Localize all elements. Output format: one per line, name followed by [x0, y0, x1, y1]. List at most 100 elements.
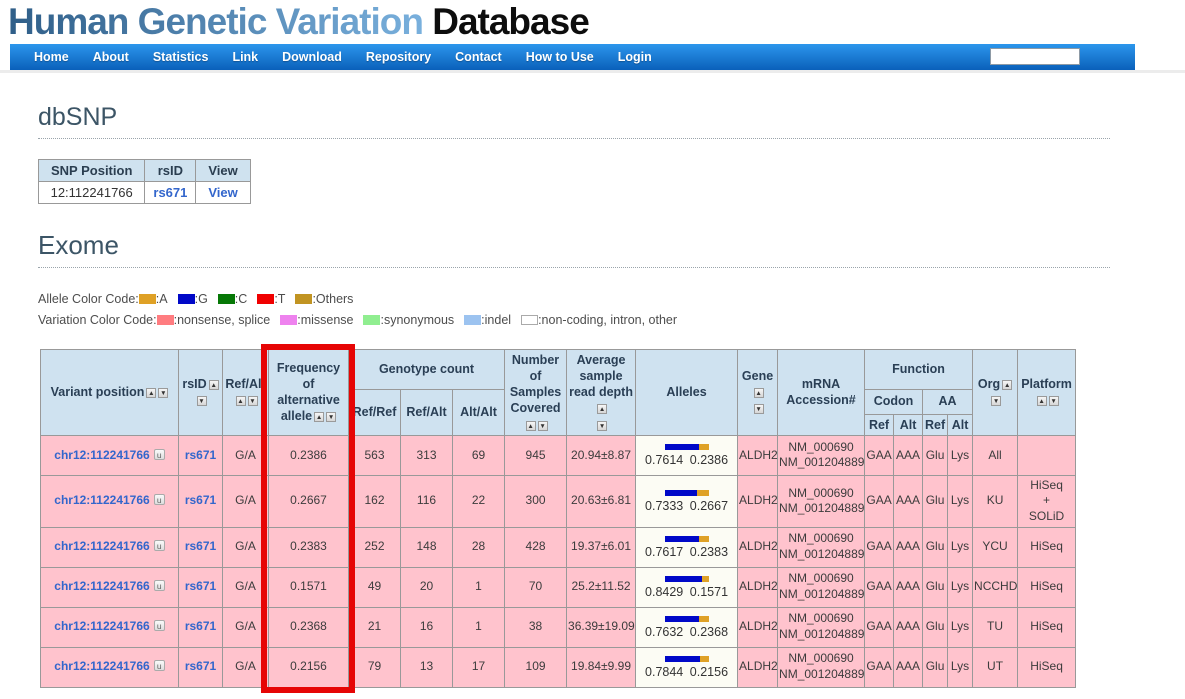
allele-frequency-bar [640, 490, 733, 497]
allele-frequency-bar [640, 575, 733, 582]
codon-alt-cell: AAA [893, 474, 924, 528]
nav-item-contact[interactable]: Contact [455, 49, 502, 64]
dbsnp-col-view: View [195, 158, 251, 182]
aa-alt-cell: Lys [947, 474, 974, 528]
alt-allele-bar-segment [698, 444, 709, 451]
dbsnp-col-position: SNP Position [37, 158, 146, 182]
sort-desc-icon[interactable]: ▼ [326, 412, 337, 423]
ref-alt-cell: G/A [222, 474, 269, 528]
org-cell: KU [972, 474, 1019, 528]
sort-desc-icon[interactable]: ▼ [196, 396, 207, 407]
nav-item-how-to-use[interactable]: How to Use [525, 49, 594, 64]
rsid-link[interactable]: rs671 [184, 493, 217, 508]
rsid-link[interactable]: rs671 [184, 447, 217, 462]
rsid-link[interactable]: rs671 [153, 184, 188, 200]
legend-item-others: Others [295, 292, 353, 306]
sort-asc-icon[interactable]: ▲ [1036, 396, 1047, 407]
org-cell: NCCHD [972, 566, 1019, 608]
variant-position-link[interactable]: chr12:112241766 [54, 579, 150, 594]
frequency-cell: 0.2667 [268, 474, 349, 528]
rsid-cell: rs671 [178, 646, 223, 688]
read-depth-cell: 20.94±8.87 [566, 434, 637, 476]
nav-item-statistics[interactable]: Statistics [152, 49, 209, 64]
sort-asc-icon[interactable]: ▲ [753, 388, 764, 399]
table-row: chr12:112241766 u rs671 G/A 0.2383 252 148 28 42… [40, 526, 1077, 568]
alleles-cell: 0.8429 0.1571 [635, 566, 739, 608]
sort-asc-icon[interactable]: ▲ [314, 412, 325, 423]
variant-position-cell: chr12:112241766 u [40, 646, 179, 688]
sort-asc-icon[interactable]: ▲ [1002, 379, 1013, 390]
snp-position-value: 12:112241766 [37, 180, 146, 204]
genotype-refalt-cell: 116 [400, 474, 453, 528]
legend-item-nonsense-splice: nonsense, splice [156, 313, 270, 327]
sort-asc-icon[interactable]: ▲ [597, 404, 608, 415]
sort-asc-icon[interactable]: ▲ [235, 396, 246, 407]
nav-divider [0, 69, 1185, 73]
sort-desc-icon[interactable]: ▼ [597, 420, 608, 431]
nonsense-splice-swatch-icon [156, 314, 174, 325]
rsid-cell: rs671 [178, 526, 223, 568]
col-rsid: rsID ▲ ▼ [178, 348, 223, 436]
genotype-refalt-cell: 13 [400, 646, 453, 688]
popup-icon[interactable]: u [153, 494, 165, 506]
nav-item-download[interactable]: Download [282, 49, 342, 64]
view-link[interactable]: View [208, 184, 238, 200]
sort-asc-icon[interactable]: ▲ [146, 388, 157, 399]
read-depth-cell: 19.37±6.01 [566, 526, 637, 568]
nav-item-repository[interactable]: Repository [365, 49, 432, 64]
col-function: Function [864, 348, 974, 390]
platform-line: HiSeq [1030, 477, 1063, 492]
popup-icon[interactable]: u [153, 540, 165, 552]
sort-desc-icon[interactable]: ▼ [991, 396, 1002, 407]
nav-item-link[interactable]: Link [232, 49, 259, 64]
mrna-accession-cell: NM_000690 NM_001204889 [777, 646, 866, 688]
genotype-altalt-cell: 22 [451, 474, 506, 528]
variant-position-link[interactable]: chr12:112241766 [54, 539, 150, 554]
variant-position-link[interactable]: chr12:112241766 [54, 659, 150, 674]
popup-icon[interactable]: u [153, 580, 165, 592]
col-aa: AA [922, 388, 974, 415]
aa-ref-cell: Glu [922, 646, 949, 688]
others-swatch-icon [295, 293, 313, 304]
legend-item-t: T [257, 292, 285, 306]
popup-icon[interactable]: u [153, 448, 165, 460]
variant-position-link[interactable]: chr12:112241766 [54, 493, 150, 508]
platform-cell [1017, 434, 1077, 476]
nav-item-about[interactable]: About [92, 49, 129, 64]
genotype-refref-cell: 49 [348, 566, 401, 608]
main-navbar: Home About Statistics Link Download Repositor… [10, 43, 1135, 70]
rsid-link[interactable]: rs671 [184, 619, 217, 634]
table-row: chr12:112241766 u rs671 G/A 0.1571 49 20 1 70 25.… [40, 566, 1077, 608]
variant-position-link[interactable]: chr12:112241766 [54, 447, 150, 462]
variant-position-cell: chr12:112241766 u [40, 606, 179, 648]
popup-icon[interactable]: u [153, 620, 165, 632]
rsid-link[interactable]: rs671 [184, 659, 217, 674]
allele-frequencies: 0.7614 0.2386 [640, 452, 733, 468]
ref-allele-frequency: 0.7632 [645, 624, 684, 639]
sort-desc-icon[interactable]: ▼ [1048, 396, 1059, 407]
nav-item-login[interactable]: Login [617, 49, 652, 64]
rsid-link[interactable]: rs671 [184, 539, 217, 554]
platform-line: HiSeq [1030, 659, 1063, 674]
rsid-link[interactable]: rs671 [184, 579, 217, 594]
col-frequency: Frequency of alternative allele ▲ ▼ [268, 348, 349, 436]
codon-alt-cell: AAA [893, 606, 924, 648]
sort-asc-icon[interactable]: ▲ [525, 420, 536, 431]
sort-desc-icon[interactable]: ▼ [247, 396, 258, 407]
nav-item-home[interactable]: Home [34, 49, 69, 64]
sort-asc-icon[interactable]: ▲ [208, 379, 219, 390]
legend-item-a: A [138, 292, 168, 306]
mrna-accession-line: NM_000690 [788, 485, 854, 500]
synonymous-swatch-icon [363, 314, 381, 325]
sort-desc-icon[interactable]: ▼ [753, 404, 764, 415]
c-swatch-icon [217, 293, 235, 304]
sort-desc-icon[interactable]: ▼ [158, 388, 169, 399]
popup-icon[interactable]: u [153, 660, 165, 672]
gene-cell: ALDH2 [737, 566, 779, 608]
search-input[interactable] [990, 47, 1080, 65]
frequency-cell: 0.2386 [268, 434, 349, 476]
variant-position-link[interactable]: chr12:112241766 [54, 619, 150, 634]
mrna-accession-cell: NM_000690 NM_001204889 [777, 566, 866, 608]
sort-desc-icon[interactable]: ▼ [537, 420, 548, 431]
t-swatch-icon [257, 293, 275, 304]
